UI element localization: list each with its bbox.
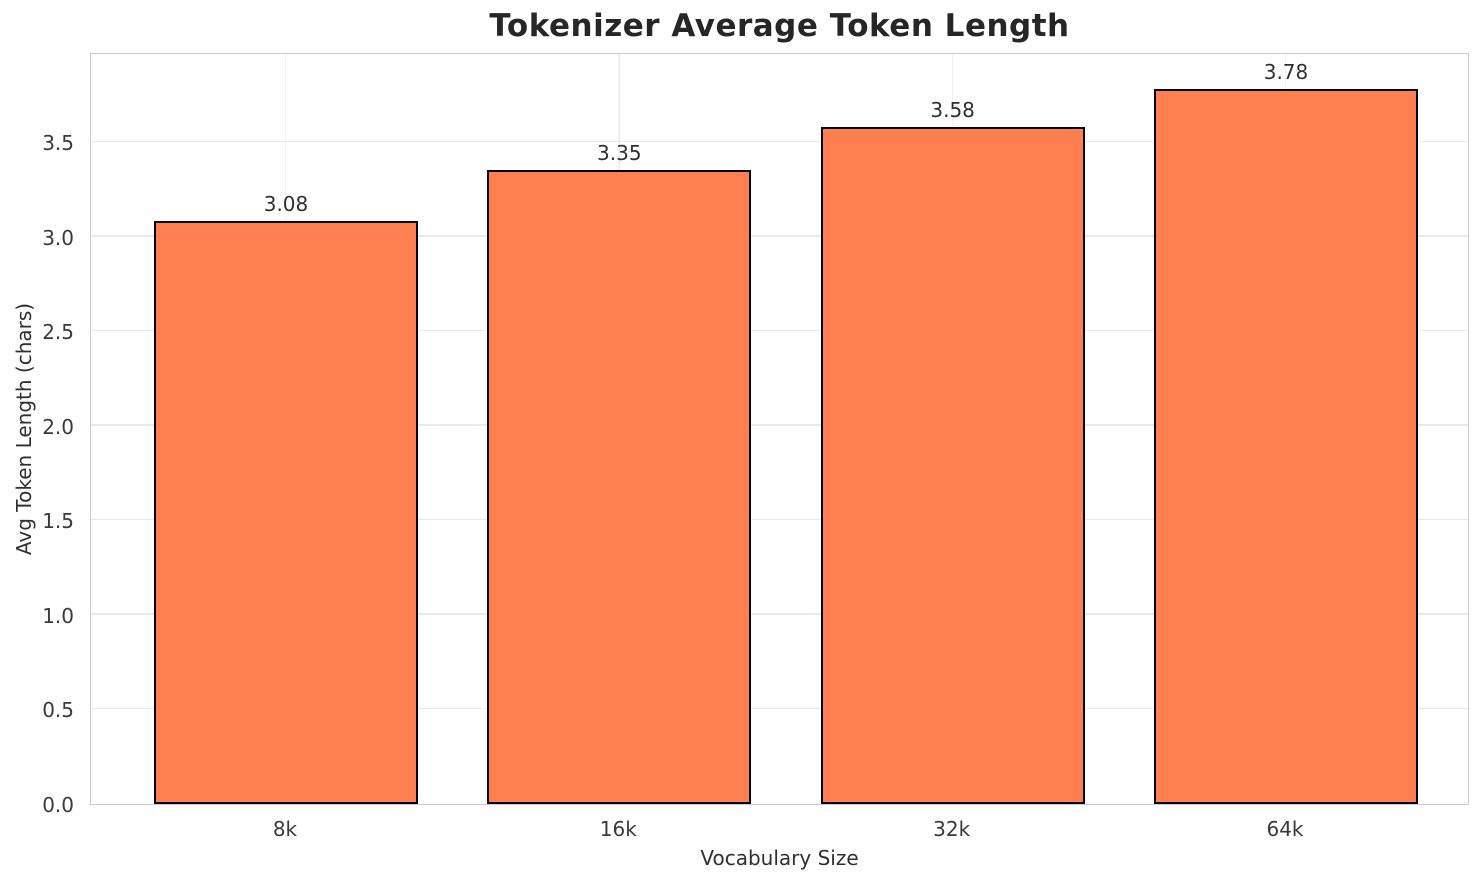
x-tick-label: 8k bbox=[272, 817, 298, 841]
x-tick-label: 32k bbox=[933, 817, 971, 841]
gridline-horizontal bbox=[91, 613, 1468, 615]
gridline-horizontal bbox=[91, 424, 1468, 426]
x-axis-label: Vocabulary Size bbox=[700, 846, 859, 870]
bar-value-label: 3.78 bbox=[1263, 60, 1309, 85]
x-tick-label: 64k bbox=[1266, 817, 1304, 841]
y-tick-label: 3.5 bbox=[42, 131, 74, 156]
chart-title: Tokenizer Average Token Length bbox=[489, 8, 1070, 44]
gridline-horizontal bbox=[91, 518, 1468, 521]
bar-32k bbox=[820, 126, 1085, 804]
bar-value-label: 3.58 bbox=[930, 97, 975, 122]
y-tick-label: 2.0 bbox=[42, 414, 74, 439]
y-tick-label: 0.0 bbox=[42, 793, 74, 817]
x-tick-label: 16k bbox=[599, 817, 637, 841]
y-tick-label: 1.0 bbox=[42, 603, 74, 628]
gridline-horizontal bbox=[91, 707, 1468, 710]
y-tick-label: 2.5 bbox=[42, 320, 74, 345]
y-tick-label: 3.0 bbox=[42, 225, 74, 250]
bar-8k bbox=[154, 221, 418, 804]
y-tick-label: 1.5 bbox=[42, 509, 74, 534]
gridline-horizontal bbox=[91, 329, 1468, 332]
y-tick-label: 0.5 bbox=[42, 698, 74, 723]
gridline-horizontal bbox=[91, 235, 1468, 237]
bar-value-label: 3.08 bbox=[263, 192, 309, 217]
bar-64k bbox=[1154, 89, 1418, 804]
bar-16k bbox=[487, 170, 752, 804]
gridline-horizontal bbox=[91, 140, 1468, 143]
bar-value-label: 3.35 bbox=[597, 141, 642, 166]
plot-area: 3.08 3.35 3.58 3.78 bbox=[90, 53, 1469, 805]
